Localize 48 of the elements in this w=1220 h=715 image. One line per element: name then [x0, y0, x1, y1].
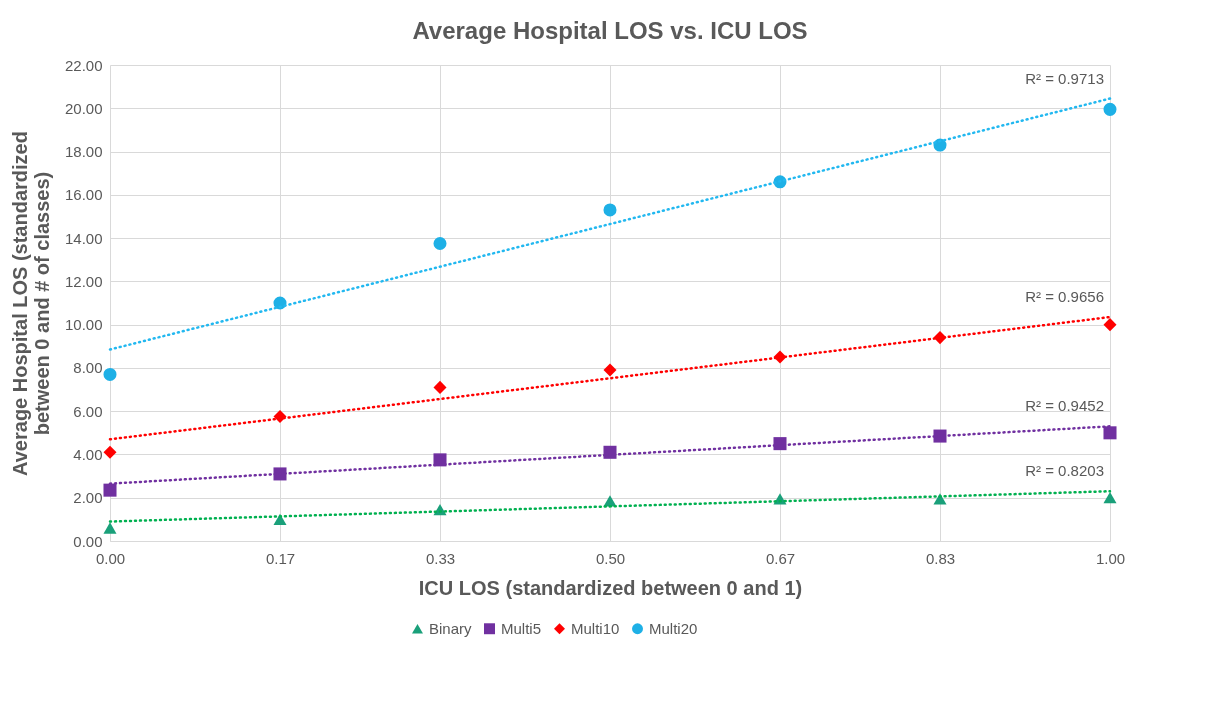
x-axis-title: ICU LOS (standardized between 0 and 1) [418, 576, 803, 599]
point [1103, 426, 1117, 440]
legend-label: Multi20 [649, 619, 698, 637]
point [103, 445, 117, 459]
legend-label: Multi10 [571, 619, 620, 637]
x-tick-label: 0.17 [265, 549, 296, 567]
point [933, 429, 947, 443]
point [603, 445, 617, 459]
legend-label: Multi5 [501, 619, 542, 637]
y-tick-label: 8.00 [73, 359, 103, 377]
y-tick-label: 6.00 [73, 402, 103, 420]
x-tick-label: 0.67 [765, 549, 796, 567]
point [603, 203, 617, 217]
y-axis-title: Average Hospital LOS (standardized between 0 and # of classes) [8, 131, 53, 476]
x-tick-label: 1.00 [1095, 549, 1126, 567]
annotation: R² = 0.9713 [1025, 69, 1104, 87]
annotation: R² = 0.9452 [1025, 397, 1104, 415]
annotation: R² = 0.9656 [1025, 288, 1104, 306]
point [433, 236, 447, 251]
legend-label: Binary [429, 619, 473, 637]
chart-title: Average Hospital LOS vs. ICU LOS [412, 17, 808, 44]
x-tick-label: 0.83 [925, 549, 956, 567]
y-tick-label: 10.00 [64, 316, 103, 334]
annotation: R² = 0.8203 [1025, 462, 1104, 480]
point [1103, 318, 1117, 332]
y-tick-label: 14.00 [64, 229, 103, 247]
point [103, 367, 117, 381]
point [773, 437, 787, 451]
y-tick-label: 4.00 [73, 445, 103, 463]
y-tick-label: 18.00 [64, 143, 103, 161]
x-tick-label: 0.00 [95, 549, 126, 567]
y-tick-label: 16.00 [64, 186, 103, 204]
x-tick-label: 0.33 [425, 549, 456, 567]
x-tick-label: 0.50 [595, 549, 626, 567]
point [1103, 102, 1117, 116]
point [103, 483, 117, 497]
point [273, 513, 287, 526]
point [603, 363, 617, 377]
point [273, 467, 287, 481]
y-tick-label: 12.00 [64, 272, 103, 290]
y-tick-label: 2.00 [73, 489, 103, 507]
point [433, 453, 447, 467]
point [103, 522, 117, 534]
y-tick-label: 20.00 [64, 99, 103, 117]
y-tick-label: 22.00 [64, 56, 103, 74]
y-tick-label: 0.00 [73, 532, 103, 550]
point [433, 380, 447, 394]
point [1103, 492, 1117, 504]
